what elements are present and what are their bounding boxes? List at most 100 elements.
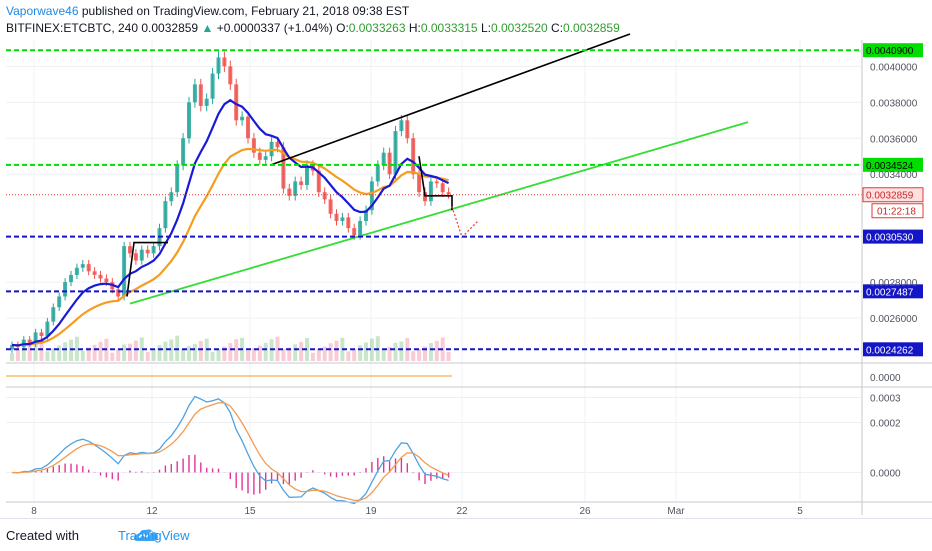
candle-body <box>287 188 292 196</box>
candle-body <box>381 152 386 166</box>
last-price-tag-label: 0.0032859 <box>866 191 914 202</box>
volume-bar <box>63 342 68 361</box>
volume-bar <box>334 340 339 361</box>
symbol-label: BITFINEX:ETCBTC, 240 <box>6 21 139 35</box>
volume-bar <box>222 346 227 361</box>
ema-slow-line <box>11 147 449 347</box>
volume-bar <box>21 346 26 361</box>
candle-body <box>151 246 156 254</box>
tradingview-brand[interactable]: TradingView <box>118 528 190 543</box>
open-label: O: <box>336 21 349 35</box>
chart-canvas[interactable]: 0.00409000.00345240.00305300.00274870.00… <box>0 0 932 518</box>
projection-arrow <box>451 206 479 239</box>
candle-body <box>228 66 233 85</box>
candle-body <box>299 181 304 186</box>
candle-body <box>181 138 186 166</box>
candle-body <box>375 165 380 182</box>
close-label: C: <box>551 21 564 35</box>
candle-body <box>128 246 132 254</box>
candle-body <box>222 57 227 67</box>
price-change: +0.0000337 (+1.04%) <box>216 21 333 35</box>
volume-bar <box>411 351 416 361</box>
candle-body <box>411 138 416 175</box>
volume-bar <box>434 340 439 361</box>
volume-bar <box>316 348 321 361</box>
candle-body <box>86 264 91 272</box>
volume-bar <box>381 350 386 361</box>
macd-line <box>11 395 449 505</box>
volume-bar <box>251 348 256 361</box>
low-value: 0.0032520 <box>490 21 548 35</box>
volume-bar <box>210 351 215 361</box>
volume-bar <box>69 339 73 361</box>
volume-bar <box>423 346 427 361</box>
candle-body <box>187 102 191 139</box>
volume-bar <box>369 338 374 361</box>
price-tick-label: 0.0038000 <box>870 98 918 109</box>
volume-bar <box>80 350 85 361</box>
volume-bar <box>299 341 304 361</box>
candle-body <box>169 192 174 202</box>
candle-body <box>293 181 298 196</box>
volume-bar <box>157 345 162 361</box>
volume-pane-label: 0.0000 <box>870 373 901 384</box>
volume-bar <box>57 345 62 361</box>
publish-text: published on TradingView.com, February 2… <box>81 4 410 18</box>
candle-body <box>352 228 357 236</box>
volume-bar <box>352 348 357 361</box>
price-level-tag-label: 0.0024262 <box>866 345 914 356</box>
candle-body <box>204 98 209 106</box>
volume-bar <box>116 349 121 361</box>
ohlc-legend: BITFINEX:ETCBTC, 240 0.0032859 ▲ +0.0000… <box>6 21 620 35</box>
candle-body <box>240 116 245 121</box>
high-value: 0.0033315 <box>420 21 478 35</box>
candle-body <box>33 332 38 344</box>
candle-body <box>405 120 410 139</box>
candle-body <box>74 267 79 275</box>
candle-body <box>417 174 422 193</box>
candle-body <box>39 332 44 337</box>
volume-bar <box>86 347 91 361</box>
last-price-tag <box>862 187 924 203</box>
candle-body <box>428 181 433 202</box>
volume-bar <box>428 343 433 361</box>
close-value: 0.0032859 <box>563 21 620 35</box>
candle-body <box>399 120 404 132</box>
candle-body <box>234 84 239 121</box>
candle-body <box>393 131 398 175</box>
volume-bar <box>305 338 309 361</box>
volume-bar <box>192 344 197 361</box>
volume-bar <box>15 349 20 361</box>
created-with-text: Created with <box>6 528 79 543</box>
candle-body <box>122 246 127 297</box>
volume-bar <box>110 352 115 361</box>
volume-bar <box>393 342 398 361</box>
candle-body <box>27 339 32 344</box>
candle-body <box>145 249 150 254</box>
volume-bar <box>74 336 79 361</box>
candle-body <box>263 156 268 160</box>
candle-body <box>216 57 221 74</box>
candle-body <box>175 165 180 193</box>
x-tick-label: 8 <box>31 506 37 517</box>
x-tick-label: 15 <box>244 506 256 517</box>
flag-drawing <box>126 241 168 297</box>
volume-bar <box>198 340 203 361</box>
candle-body <box>423 192 427 202</box>
candle-body <box>139 249 144 261</box>
candle-body <box>163 201 168 229</box>
candle-body <box>369 181 374 211</box>
volume-bar <box>98 341 103 361</box>
uptrend-support-line <box>129 121 749 305</box>
macd-tick-label: 0.0003 <box>870 394 901 405</box>
volume-bar <box>287 347 292 361</box>
change-up-icon: ▲ <box>201 21 214 35</box>
high-label: H: <box>408 21 421 35</box>
candle-body <box>275 141 280 148</box>
price-level-tag-label: 0.0040900 <box>866 46 914 57</box>
candle-body <box>328 199 333 214</box>
candle-body <box>69 274 73 283</box>
author-name[interactable]: Vaporwave46 <box>6 4 79 18</box>
candle-body <box>434 181 439 184</box>
macd-tick-label: 0.0002 <box>870 419 901 430</box>
